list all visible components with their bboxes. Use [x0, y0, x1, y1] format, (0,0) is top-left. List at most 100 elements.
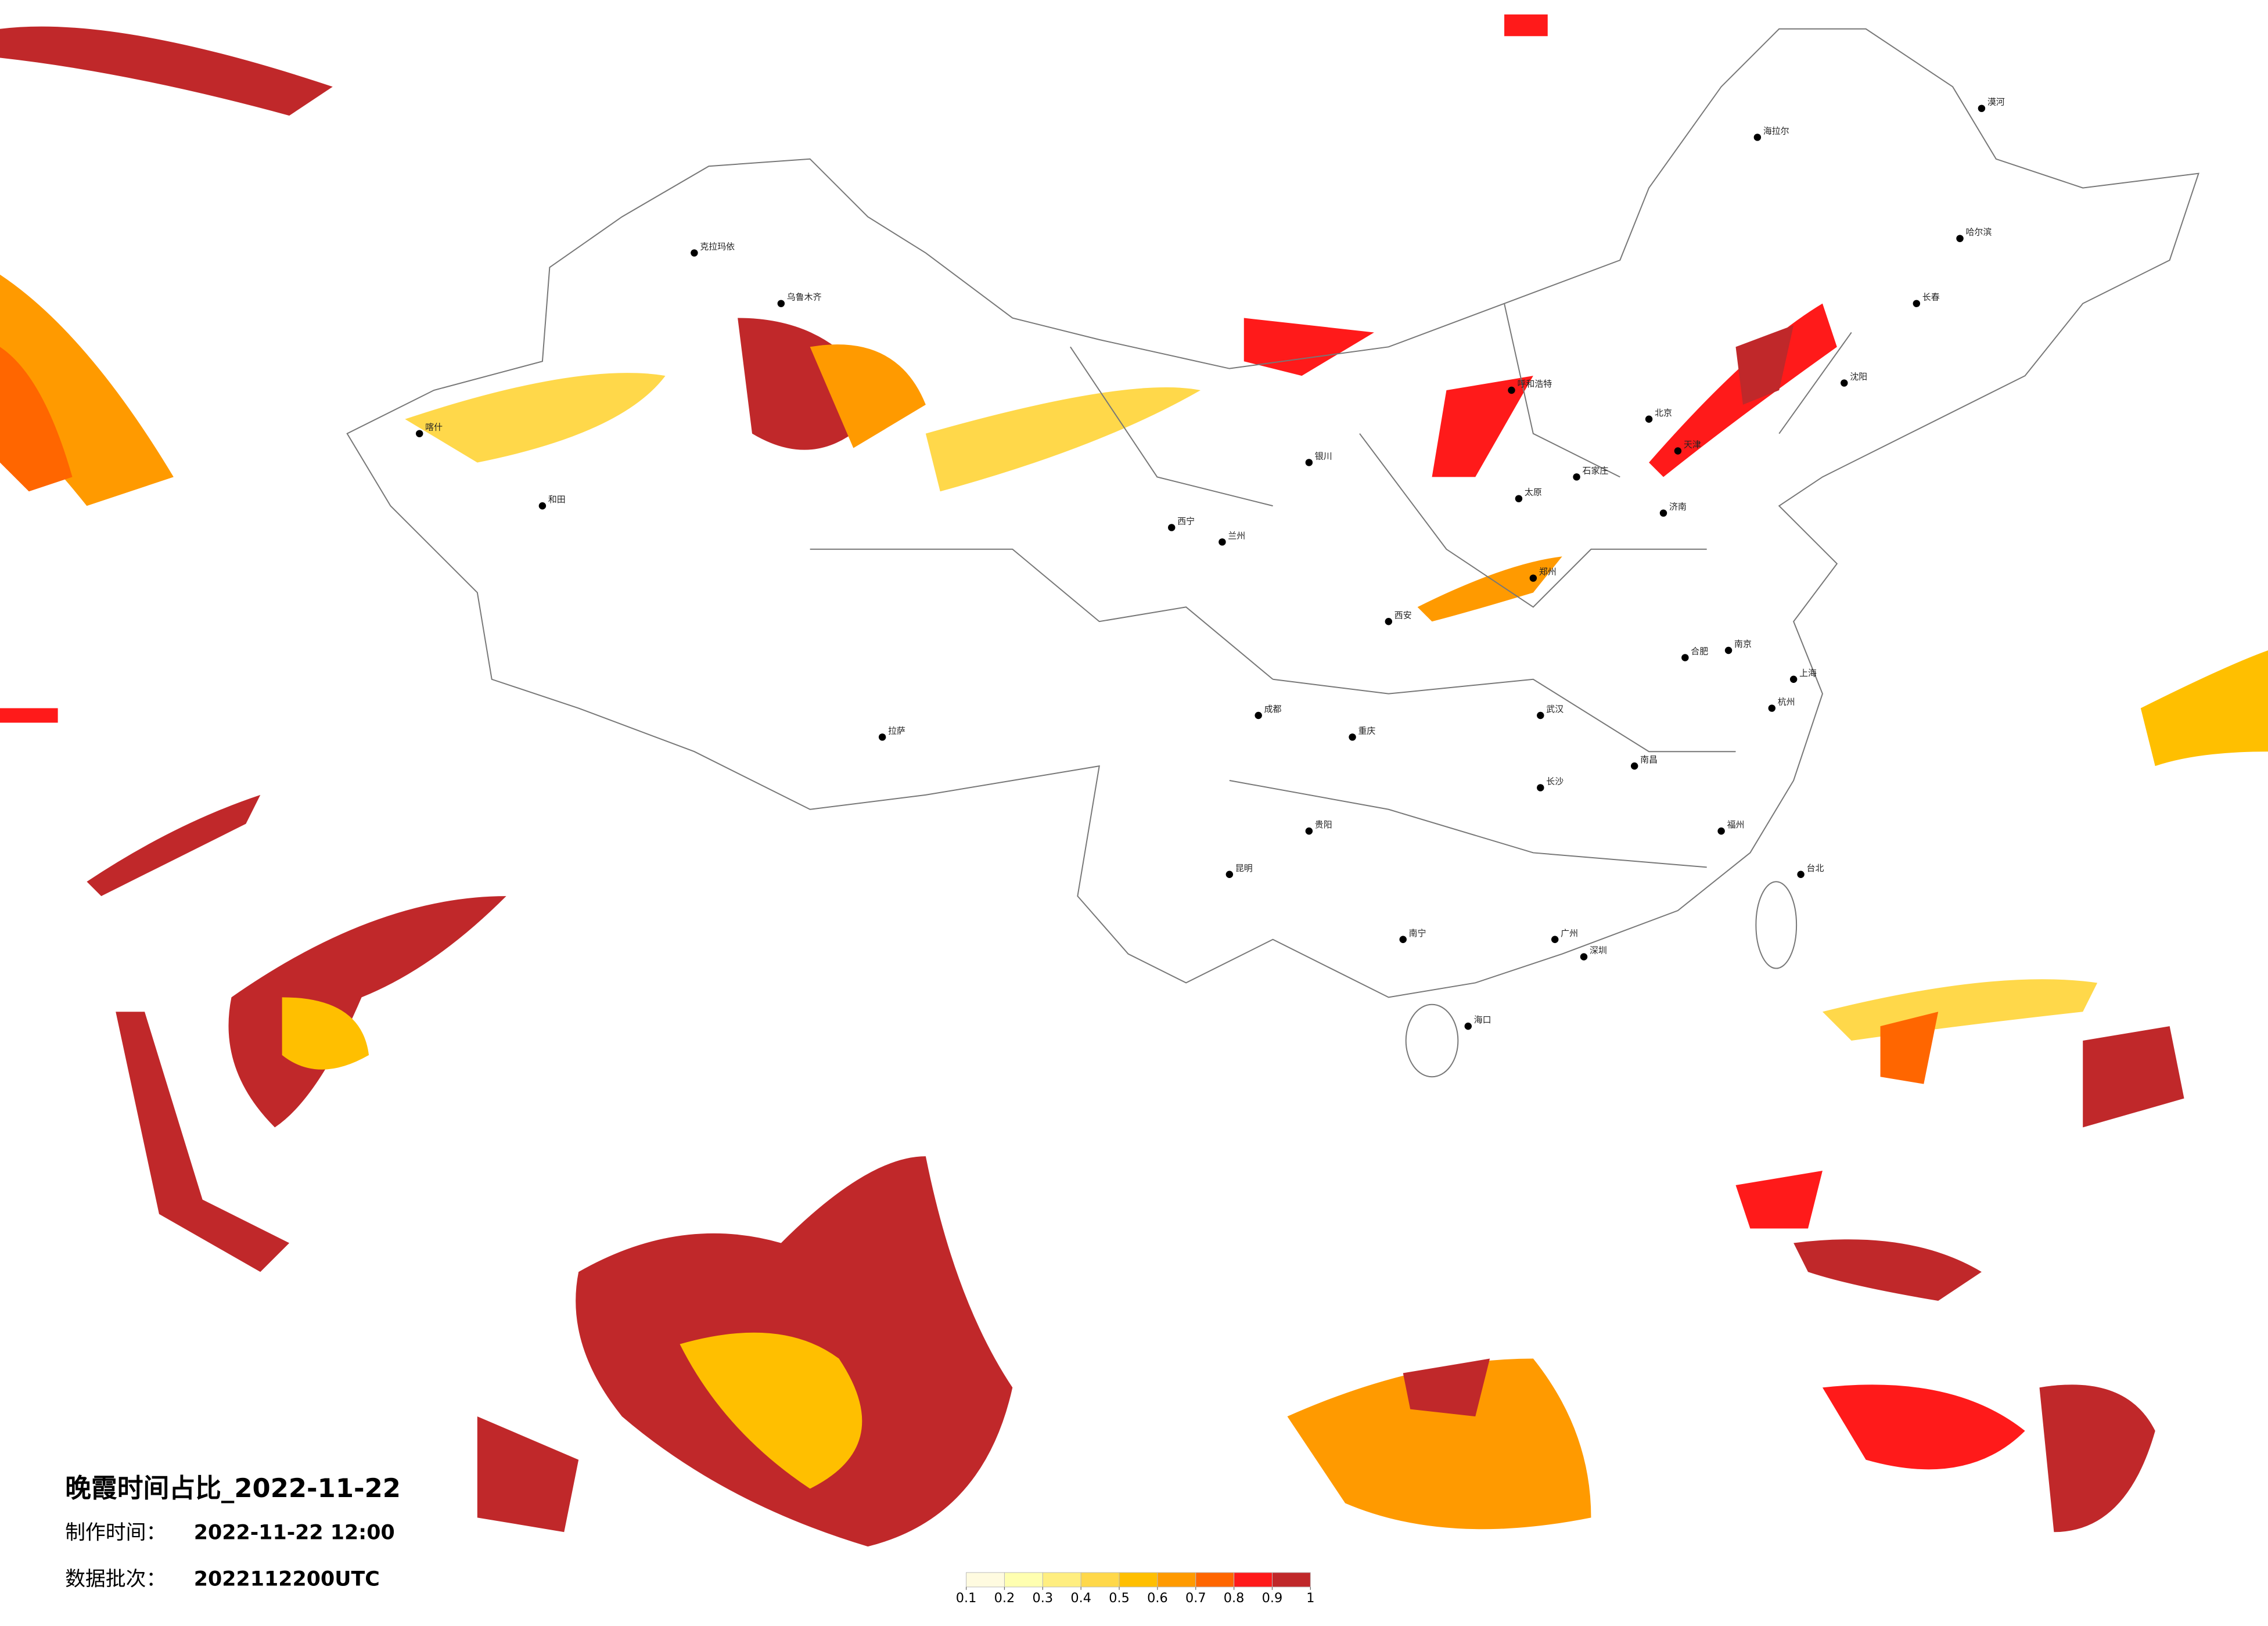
- legend: 0.1 0.2 0.3 0.4 0.5 0.6 0.7 0.8 0.9 1: [956, 1572, 1314, 1606]
- country-border: [346, 28, 2199, 998]
- field-patch: [1287, 1358, 1591, 1530]
- field-patch: [477, 1416, 579, 1533]
- batch-value: 2022112200UTC: [194, 1567, 380, 1591]
- field-patch: [1432, 376, 1533, 477]
- city-label: 喀什: [425, 422, 443, 433]
- city-dot: [1168, 524, 1176, 531]
- legend-tick-label: 0.5: [1109, 1591, 1130, 1606]
- city-label: 台北: [1807, 863, 1824, 873]
- map-title: 晚霞时间占比_2022-11-22: [65, 1473, 401, 1503]
- city-label: 太原: [1525, 487, 1542, 498]
- city-dot: [1551, 936, 1559, 943]
- city-dot: [1255, 711, 1262, 720]
- city-dot: [1841, 379, 1848, 387]
- city-dot: [1717, 827, 1725, 835]
- city-label: 郑州: [1539, 567, 1557, 577]
- field-patch: [1735, 1171, 1823, 1229]
- field-patch: [1243, 318, 1374, 376]
- field-patch: [1822, 979, 2098, 1041]
- city-label: 长沙: [1546, 776, 1563, 786]
- city-dot: [1573, 473, 1580, 481]
- city-dot: [1978, 105, 1986, 112]
- legend-tick-label: 0.1: [956, 1591, 977, 1606]
- legend-swatch: [1195, 1572, 1235, 1588]
- field-patch: [2039, 1384, 2155, 1533]
- city-dot: [1645, 415, 1653, 423]
- field-patch: [87, 794, 261, 897]
- batch-label: 数据批次：: [65, 1567, 166, 1591]
- sunset-field: [0, 14, 2268, 1547]
- city-label: 西宁: [1177, 516, 1195, 526]
- city-dot: [1789, 675, 1798, 683]
- city-label: 重庆: [1358, 725, 1376, 736]
- field-patch: [0, 26, 333, 116]
- city-label: 和田: [548, 494, 566, 505]
- field-patch: [680, 1332, 862, 1489]
- legend-swatch: [1119, 1572, 1158, 1588]
- city-label: 南京: [1734, 639, 1752, 649]
- field-patch: [1880, 1012, 1939, 1084]
- field-patch: [405, 373, 666, 463]
- made-time-value: 2022-11-22 12:00: [194, 1521, 395, 1545]
- field-patch: [228, 896, 506, 1128]
- city-dot: [777, 300, 785, 307]
- city-dot: [878, 733, 886, 741]
- city-dot: [1630, 762, 1638, 770]
- legend-tick-label: 0.8: [1224, 1591, 1245, 1606]
- island-border: [1755, 881, 1798, 969]
- legend-swatch: [1042, 1572, 1081, 1588]
- city-label: 武汉: [1546, 704, 1563, 714]
- legend-tick-label: 0.6: [1147, 1591, 1168, 1606]
- city-label: 拉萨: [888, 725, 905, 736]
- city-dot: [1674, 447, 1682, 455]
- city-dot: [1305, 459, 1313, 466]
- field-patch: [1417, 556, 1562, 622]
- legend-tick-label: 1: [1306, 1591, 1314, 1606]
- city-label: 哈尔滨: [1965, 227, 1992, 238]
- made-time-label: 制作时间：: [65, 1521, 166, 1545]
- legend-tick-label: 0.7: [1185, 1591, 1206, 1606]
- city-dot: [1797, 870, 1805, 878]
- city-dot: [1537, 711, 1544, 720]
- field-patch: [1822, 1384, 2025, 1470]
- city-label: 海口: [1474, 1015, 1491, 1025]
- city-label: 乌鲁木齐: [787, 292, 822, 303]
- field-patch: [925, 387, 1201, 492]
- legend-tick-label: 0.3: [1033, 1591, 1054, 1606]
- legend-tick-label: 0.4: [1070, 1591, 1091, 1606]
- city-dot: [1508, 386, 1515, 394]
- city-dot: [1956, 235, 1964, 242]
- city-label: 长春: [1922, 292, 1940, 303]
- city-label: 沈阳: [1850, 372, 1867, 382]
- city-dot: [1529, 574, 1537, 582]
- city-label: 南宁: [1409, 928, 1426, 938]
- city-dot: [1385, 618, 1393, 625]
- field-patch: [1403, 1358, 1490, 1417]
- city-label: 克拉玛依: [700, 242, 735, 252]
- city-dot: [1464, 1022, 1472, 1030]
- legend-swatch: [1004, 1572, 1043, 1588]
- island-border: [1405, 1003, 1459, 1078]
- city-label: 合肥: [1691, 646, 1708, 656]
- city-dot: [1225, 870, 1234, 878]
- legend-swatch: [1271, 1572, 1311, 1588]
- city-dot: [691, 249, 698, 257]
- field-patch: [1504, 14, 1548, 37]
- city-dot: [1913, 300, 1921, 307]
- city-dot: [1768, 704, 1776, 712]
- city-label: 杭州: [1778, 697, 1795, 707]
- legend-swatch: [1157, 1572, 1196, 1588]
- field-patch: [1735, 325, 1794, 405]
- city-label: 北京: [1655, 408, 1672, 418]
- city-dot: [1537, 784, 1544, 792]
- field-patch: [282, 997, 369, 1070]
- city-label: 深圳: [1590, 945, 1607, 956]
- city-label: 上海: [1799, 668, 1817, 678]
- city-dot: [1753, 134, 1762, 141]
- field-patch: [1793, 1239, 1982, 1301]
- city-label: 石家庄: [1583, 465, 1609, 476]
- city-label: 济南: [1669, 502, 1687, 512]
